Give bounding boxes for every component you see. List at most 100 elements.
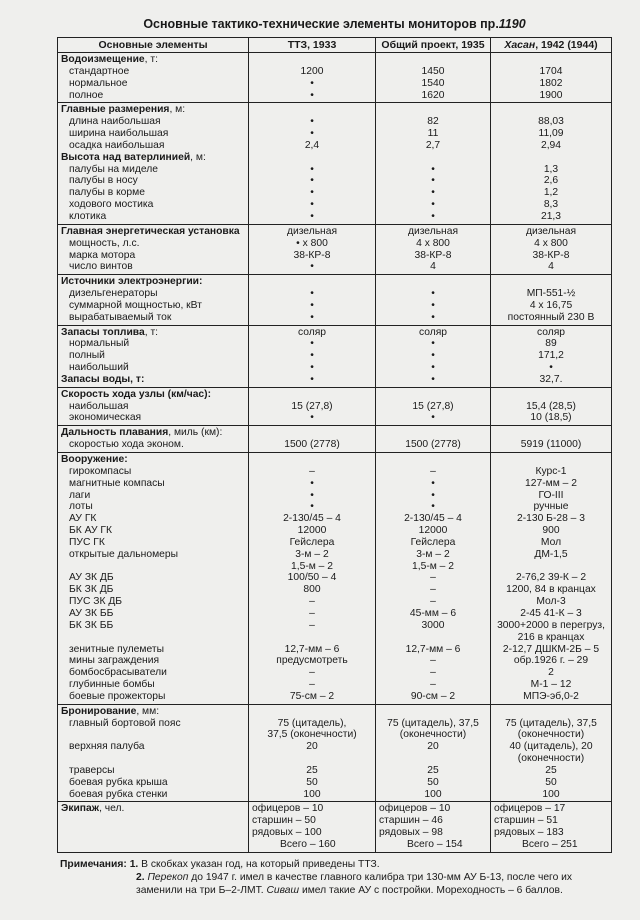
cell-value <box>379 276 487 288</box>
cell-value: дизельная <box>286 225 338 237</box>
label-cell: Источники электроэнергии: дизельгенератор… <box>57 274 249 326</box>
cell-value: 50 <box>306 776 318 788</box>
cell-value <box>379 427 487 439</box>
cell-value: • <box>431 489 435 501</box>
hasan-name: Хасан <box>504 39 536 51</box>
heading-bold: Запасы топлива <box>61 326 145 338</box>
row-label: АУ ЗК ББ <box>69 607 114 619</box>
cell-value: соляр <box>536 326 566 338</box>
ship-name: Перекоп <box>147 871 189 883</box>
row-label <box>61 729 245 741</box>
row-label: стандартное <box>69 65 130 77</box>
cell-value: 1802 <box>539 77 563 89</box>
cell-value: 127-мм – 2 <box>525 477 577 489</box>
cell-value: (оконечности) <box>517 753 585 765</box>
section-heading: Главная энергетическая установка <box>61 226 245 238</box>
section-heading: Вооружение: <box>61 454 245 466</box>
section-heading: Экипаж, чел. <box>61 803 245 815</box>
heading-unit: , чел. <box>99 803 125 815</box>
row-label: дизельгенераторы <box>69 288 158 300</box>
cell-value: 4 х 16,75 <box>529 299 573 311</box>
header-row: Основные элементы ТТЗ, 1933 Общий проект… <box>57 37 612 53</box>
cell-value: 1500 (2778) <box>405 439 461 451</box>
cell-value: 1,3 <box>543 163 559 175</box>
cell-value <box>252 152 372 164</box>
cell-value: Всего – 154 <box>407 839 463 850</box>
cell-value: 25 <box>427 764 439 776</box>
cell-value: 11,09 <box>538 128 564 140</box>
cell-value: 1,2 <box>543 187 559 199</box>
cell-value <box>494 427 608 439</box>
cell-value: ручные <box>533 501 569 513</box>
row-label: вырабатываемый ток <box>69 311 172 323</box>
cell-value: • <box>310 77 314 89</box>
label-cell: Экипаж, чел. <box>57 801 249 853</box>
cell-value: 100 <box>542 788 560 800</box>
cell-value: 15 (27,8) <box>291 400 333 412</box>
cell-value: обр.1926 г. – 29 <box>513 655 589 667</box>
heading-unit: , т: <box>144 326 159 338</box>
hasan-cell: МП-551-½ 4 х 16,75 постоянный 230 В <box>490 274 612 326</box>
hasan-cell: 1704 1802 1900 <box>490 51 612 104</box>
cell-value: 75 (цитадель), 37,5 <box>505 717 597 729</box>
cell-value: 11 <box>427 128 439 140</box>
cell-value: 38-КР-8 <box>532 249 570 261</box>
cell-value <box>494 104 608 116</box>
cell-value: рядовых – 100 <box>252 827 322 839</box>
cell-value: 171,2 <box>538 350 564 362</box>
cell-value <box>252 753 372 765</box>
table-section: Главные размерения, м: длина наибольшая ши… <box>57 102 612 225</box>
cell-value <box>379 454 487 466</box>
ttz-1933-cell: офицеров – 10 старшин – 50 рядовых – 100 Вс… <box>248 801 376 853</box>
cell-value: 2 <box>548 667 554 679</box>
row-label: полное <box>69 89 104 101</box>
cell-value: ГО-III <box>538 489 564 501</box>
project-1935-cell: соляр • • • • <box>375 324 491 388</box>
cell-value: 1,5-м – 2 <box>412 560 454 572</box>
heading-unit: , мм: <box>136 705 160 717</box>
row-label: ходового мостика <box>69 199 154 211</box>
cell-value: 4 <box>548 261 554 273</box>
cell-value: соляр <box>297 326 327 338</box>
cell-value <box>494 54 608 66</box>
cell-value <box>252 104 372 116</box>
hasan-years: , 1942 (1944) <box>535 39 598 51</box>
cell-value: 2-12,7 ДШКМ-2Б – 5 <box>502 643 600 655</box>
cell-value: 3000 <box>421 619 445 631</box>
cell-value: 4 x 800 <box>416 237 450 249</box>
cell-value: – <box>309 465 315 477</box>
row-label: суммарной мощностью, кВт <box>69 299 202 311</box>
ttz-1933-cell: – • • • 2-130/45 – 4 12000 Гейслера 3-м – 2 1,5-… <box>248 452 376 705</box>
cell-value: 25 <box>306 764 318 776</box>
heading-bold: Источники электроэнергии: <box>61 276 203 288</box>
cell-value: 12000 <box>418 525 448 537</box>
cell-value: 50 <box>545 776 557 788</box>
note-2-number: 2. <box>136 871 145 883</box>
label-cell: Главная энергетическая установка мощность… <box>57 223 249 276</box>
row-label: верхняя палуба <box>69 741 145 753</box>
cell-value: – <box>309 667 315 679</box>
cell-value: 2,7 <box>425 139 441 151</box>
row-label: полный <box>69 350 105 362</box>
cell-value: 12000 <box>297 525 327 537</box>
project-1935-cell: • • • <box>375 274 491 326</box>
cell-value: – <box>430 596 436 608</box>
label-cell: Водоизмещение, т: стандартное нормальное по… <box>57 51 249 104</box>
section-heading: Водоизмещение, т: <box>61 54 245 66</box>
row-label: ширина наибольшая <box>69 128 169 140</box>
cell-value: 21,3 <box>540 210 562 222</box>
row-label: БК АУ ГК <box>69 525 113 537</box>
cell-value: 2-130/45 – 4 <box>283 513 341 525</box>
section-heading: Скорость хода узлы (км/час): <box>61 389 245 401</box>
cell-value: 2-45 41-К – 3 <box>520 607 582 619</box>
title-text: Основные тактико-технические элементы мо… <box>143 17 499 31</box>
cell-value <box>379 389 487 401</box>
row-label <box>61 632 245 644</box>
cell-value: 1200, 84 в кранцах <box>506 584 596 596</box>
section-heading: Запасы топлива, т: <box>61 327 245 339</box>
cell-value: • <box>431 288 435 300</box>
cell-value: 3-м – 2 <box>416 548 450 560</box>
cell-value <box>379 104 487 116</box>
cell-value: 2,4 <box>304 139 320 151</box>
header-elements: Основные элементы <box>57 37 249 53</box>
